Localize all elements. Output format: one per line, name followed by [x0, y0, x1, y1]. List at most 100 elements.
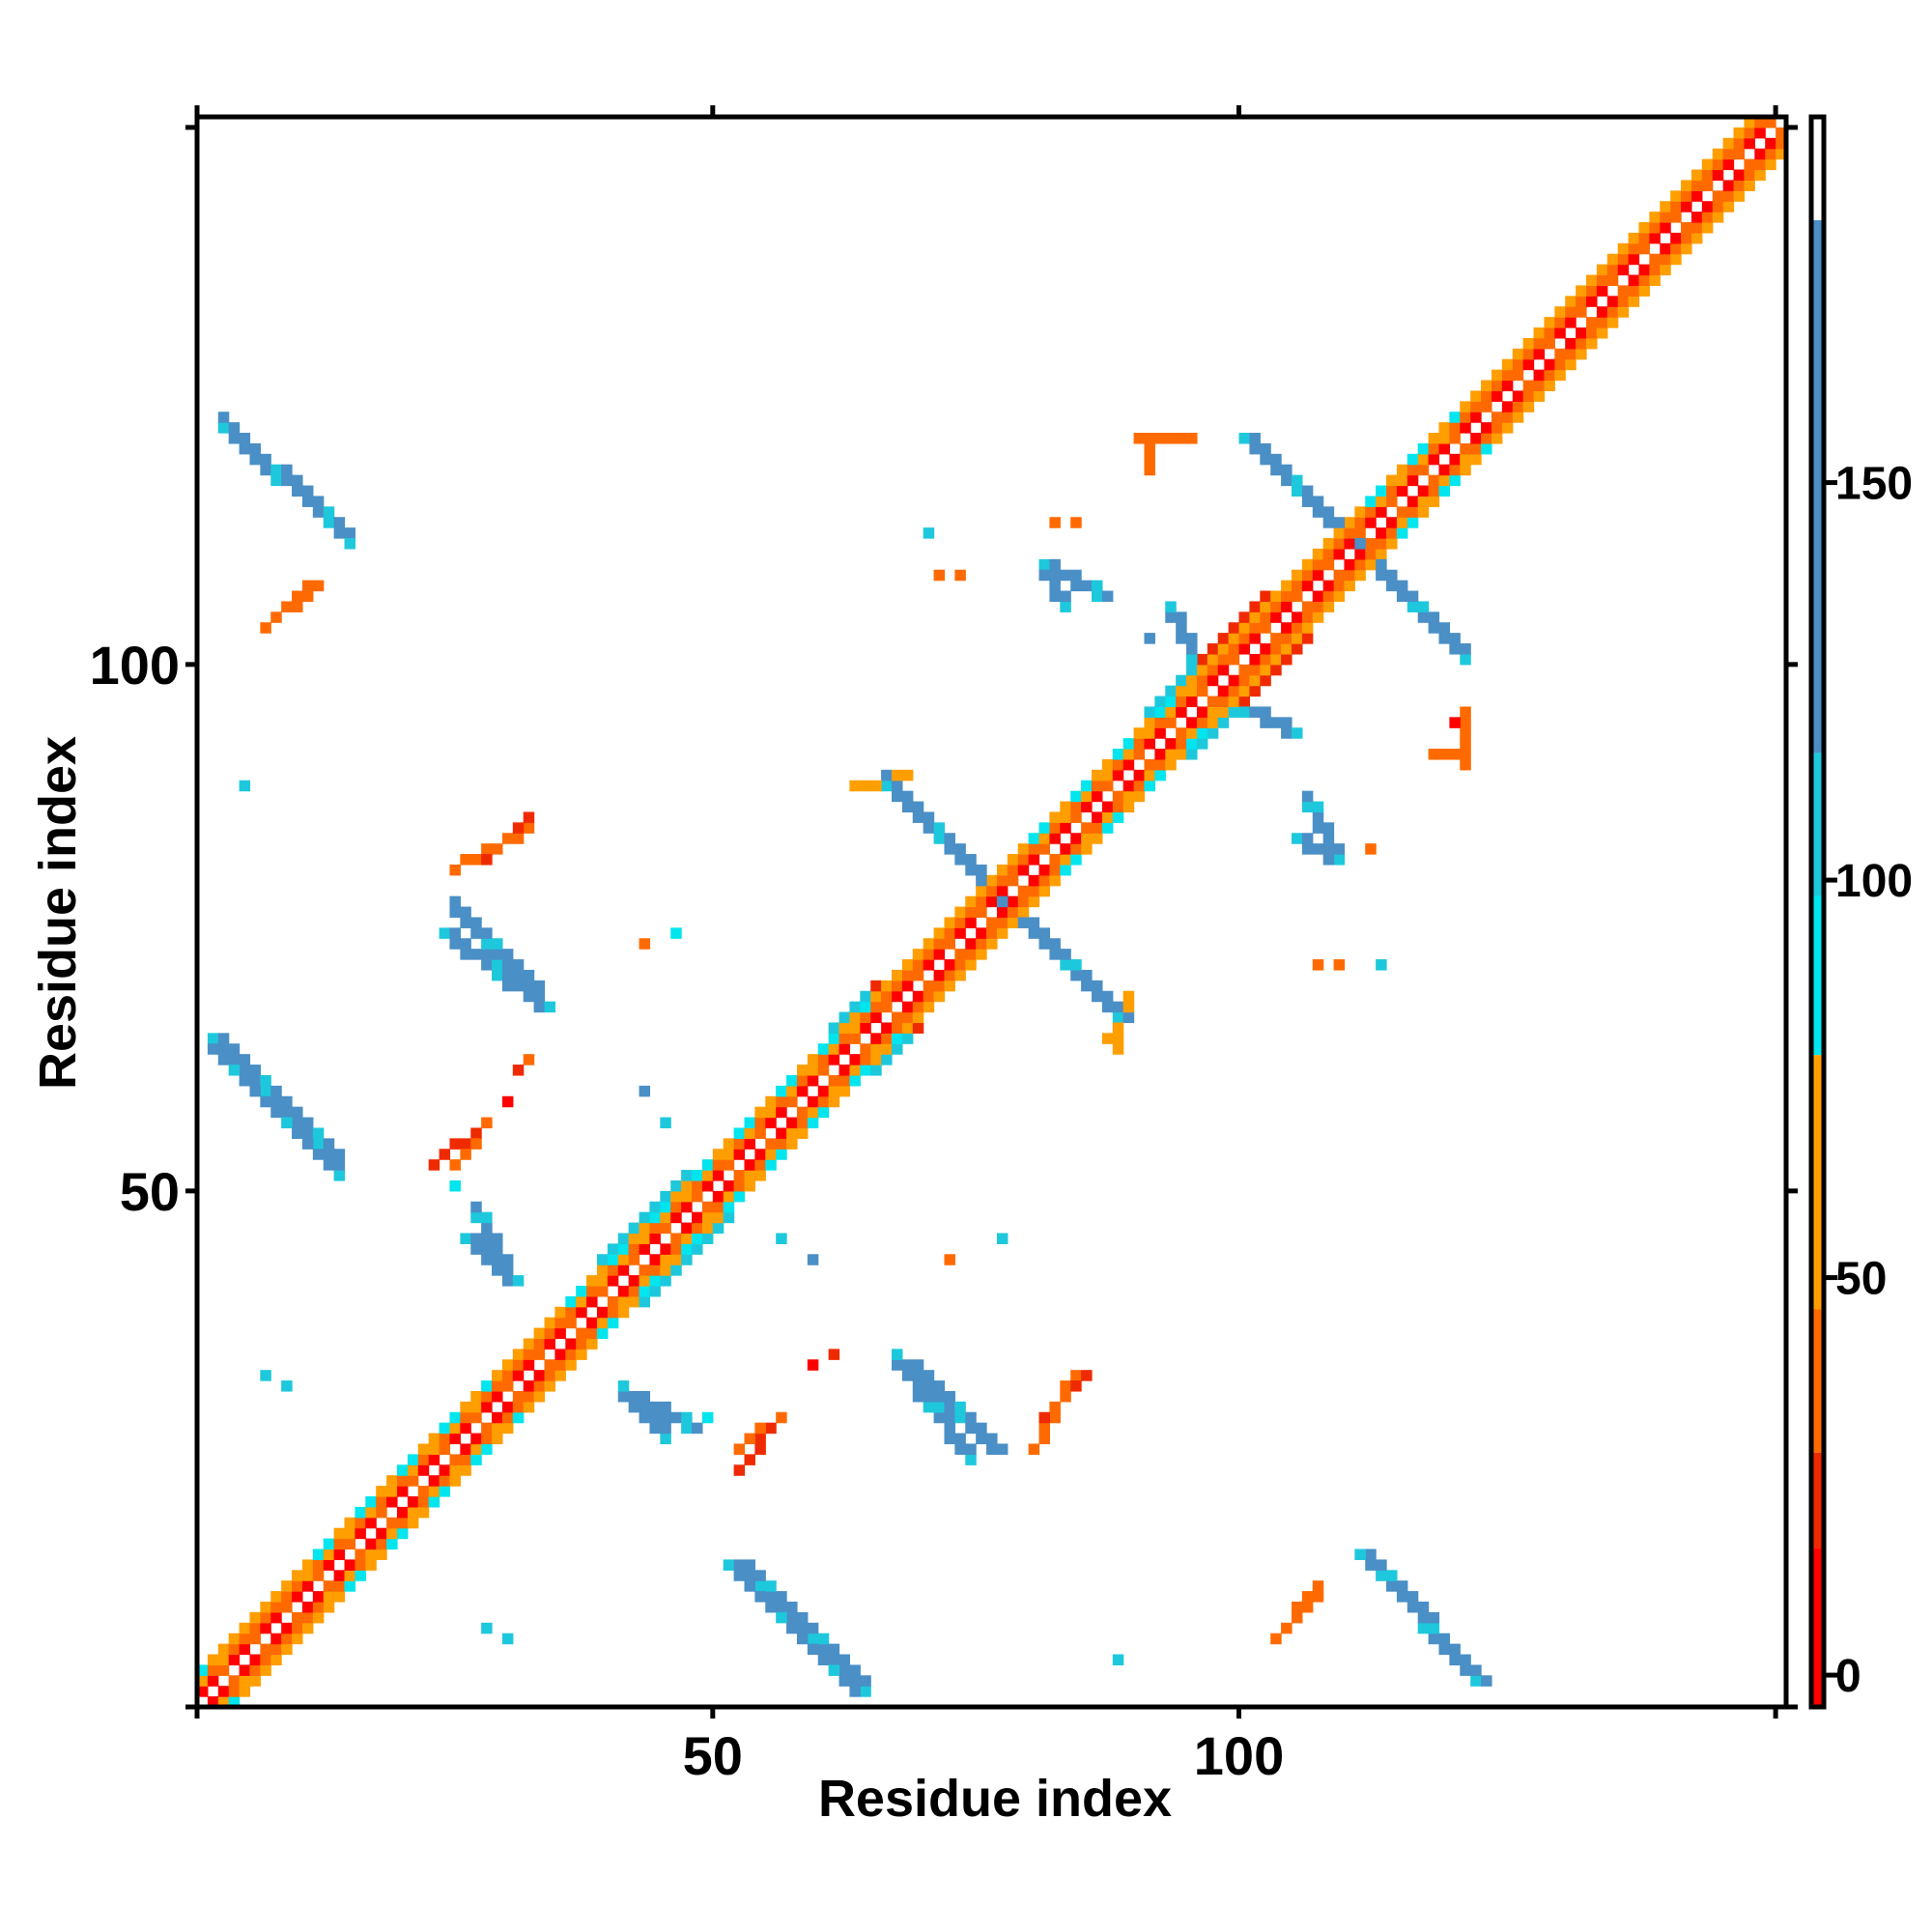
- diagonal-cell: [1701, 222, 1714, 234]
- diagonal-cell: [501, 1370, 514, 1381]
- diagonal-cell: [1449, 474, 1461, 487]
- diagonal-cell: [533, 1338, 546, 1350]
- diagonal-cell: [617, 1233, 630, 1244]
- diagonal-cell: [838, 1022, 851, 1034]
- contact-cell: [923, 1370, 935, 1381]
- contact-cell: [292, 485, 303, 497]
- diagonal-cell: [1017, 885, 1030, 897]
- contact-cell: [470, 1201, 482, 1213]
- diagonal-cell: [639, 1243, 651, 1255]
- diagonal-cell: [449, 1411, 461, 1424]
- diagonal-cell: [1281, 633, 1293, 644]
- contact-cell: [1038, 558, 1051, 571]
- contact-cell: [533, 1001, 546, 1013]
- diagonal-cell: [1070, 790, 1082, 803]
- diagonal-cell: [554, 1327, 566, 1340]
- diagonal-cell: [1060, 811, 1071, 823]
- contact-cell: [776, 1601, 787, 1613]
- contact-cell: [1070, 1380, 1082, 1392]
- diagonal-cell: [628, 1275, 640, 1287]
- diagonal-cell: [333, 1538, 346, 1550]
- contact-cell: [660, 1433, 671, 1445]
- contact-cell: [344, 538, 356, 550]
- diagonal-cell: [1186, 749, 1198, 760]
- diagonal-cell: [396, 1506, 409, 1519]
- contact-cell: [281, 464, 293, 476]
- diagonal-cell: [1670, 190, 1682, 202]
- diagonal-cell: [1765, 117, 1776, 128]
- diagonal-cell: [617, 1243, 630, 1255]
- diagonal-cell: [617, 1285, 630, 1297]
- diagonal-cell: [533, 1327, 546, 1340]
- diagonal-cell: [1049, 864, 1061, 876]
- diagonal-cell: [1376, 485, 1387, 497]
- diagonal-cell: [1238, 622, 1250, 634]
- contact-cell: [1038, 1411, 1051, 1424]
- contact-cell: [428, 1159, 440, 1171]
- diagonal-cell: [544, 1380, 555, 1392]
- contact-cell: [754, 1433, 766, 1445]
- diagonal-cell: [1481, 390, 1492, 402]
- contact-cell: [1049, 580, 1061, 592]
- diagonal-cell: [1386, 538, 1398, 550]
- diagonal-cell: [912, 990, 924, 1003]
- contact-cell: [1186, 643, 1198, 655]
- diagonal-cell: [838, 1043, 851, 1055]
- contact-cell: [312, 580, 325, 592]
- diagonal-cell: [417, 1454, 430, 1465]
- colorbar-band: [1811, 117, 1824, 220]
- contact-cell: [807, 1633, 819, 1645]
- diagonal-cell: [1470, 442, 1482, 455]
- diagonal-cell: [892, 1033, 903, 1044]
- diagonal-cell: [712, 1170, 724, 1181]
- diagonal-cell: [1670, 232, 1682, 244]
- diagonal-cell: [1522, 337, 1535, 350]
- contact-cell: [217, 1043, 230, 1055]
- diagonal-cell: [1606, 296, 1619, 307]
- diagonal-cell: [1460, 453, 1471, 466]
- contact-cell: [217, 412, 230, 423]
- contact-cell: [1396, 1580, 1408, 1592]
- diagonal-cell: [1460, 401, 1471, 412]
- diagonal-cell: [1470, 412, 1482, 423]
- diagonal-cell: [1270, 664, 1282, 676]
- diagonal-cell: [1007, 854, 1019, 866]
- contact-cell: [460, 938, 471, 950]
- diagonal-cell: [1670, 242, 1682, 255]
- contact-cell: [481, 854, 493, 866]
- contact-cell: [301, 485, 314, 497]
- diagonal-cell: [1396, 485, 1408, 497]
- diagonal-cell: [986, 938, 998, 950]
- contact-cell: [796, 1611, 809, 1624]
- diagonal-cell: [1406, 464, 1419, 476]
- diagonal-cell: [996, 874, 1009, 887]
- diagonal-cell: [607, 1295, 619, 1308]
- diagonal-cell: [639, 1264, 651, 1276]
- contact-cell: [492, 1264, 503, 1276]
- diagonal-cell: [1733, 169, 1746, 181]
- diagonal-cell: [1291, 643, 1303, 655]
- diagonal-cell: [1207, 653, 1219, 666]
- diagonal-cell: [207, 1654, 219, 1665]
- diagonal-cell: [407, 1517, 419, 1529]
- diagonal-cell: [281, 1643, 293, 1656]
- diagonal-cell: [1681, 232, 1692, 244]
- contact-cell: [1028, 927, 1040, 939]
- diagonal-cell: [901, 959, 914, 971]
- contact-cell: [1428, 611, 1440, 623]
- diagonal-cell: [944, 969, 955, 981]
- diagonal-cell: [723, 1179, 735, 1192]
- diagonal-cell: [1249, 653, 1261, 666]
- contact-cell: [817, 1633, 830, 1645]
- diagonal-cell: [1470, 390, 1482, 402]
- diagonal-cell: [1522, 390, 1535, 402]
- diagonal-cell: [1101, 822, 1114, 834]
- contact-cell: [492, 969, 503, 981]
- contact-cell: [838, 1664, 851, 1676]
- contact-cell: [217, 1033, 230, 1044]
- diagonal-cell: [1596, 264, 1608, 276]
- diagonal-cell: [292, 1591, 303, 1603]
- diagonal-cell: [1417, 464, 1430, 476]
- diagonal-cell: [1028, 885, 1040, 897]
- diagonal-cell: [1291, 611, 1303, 623]
